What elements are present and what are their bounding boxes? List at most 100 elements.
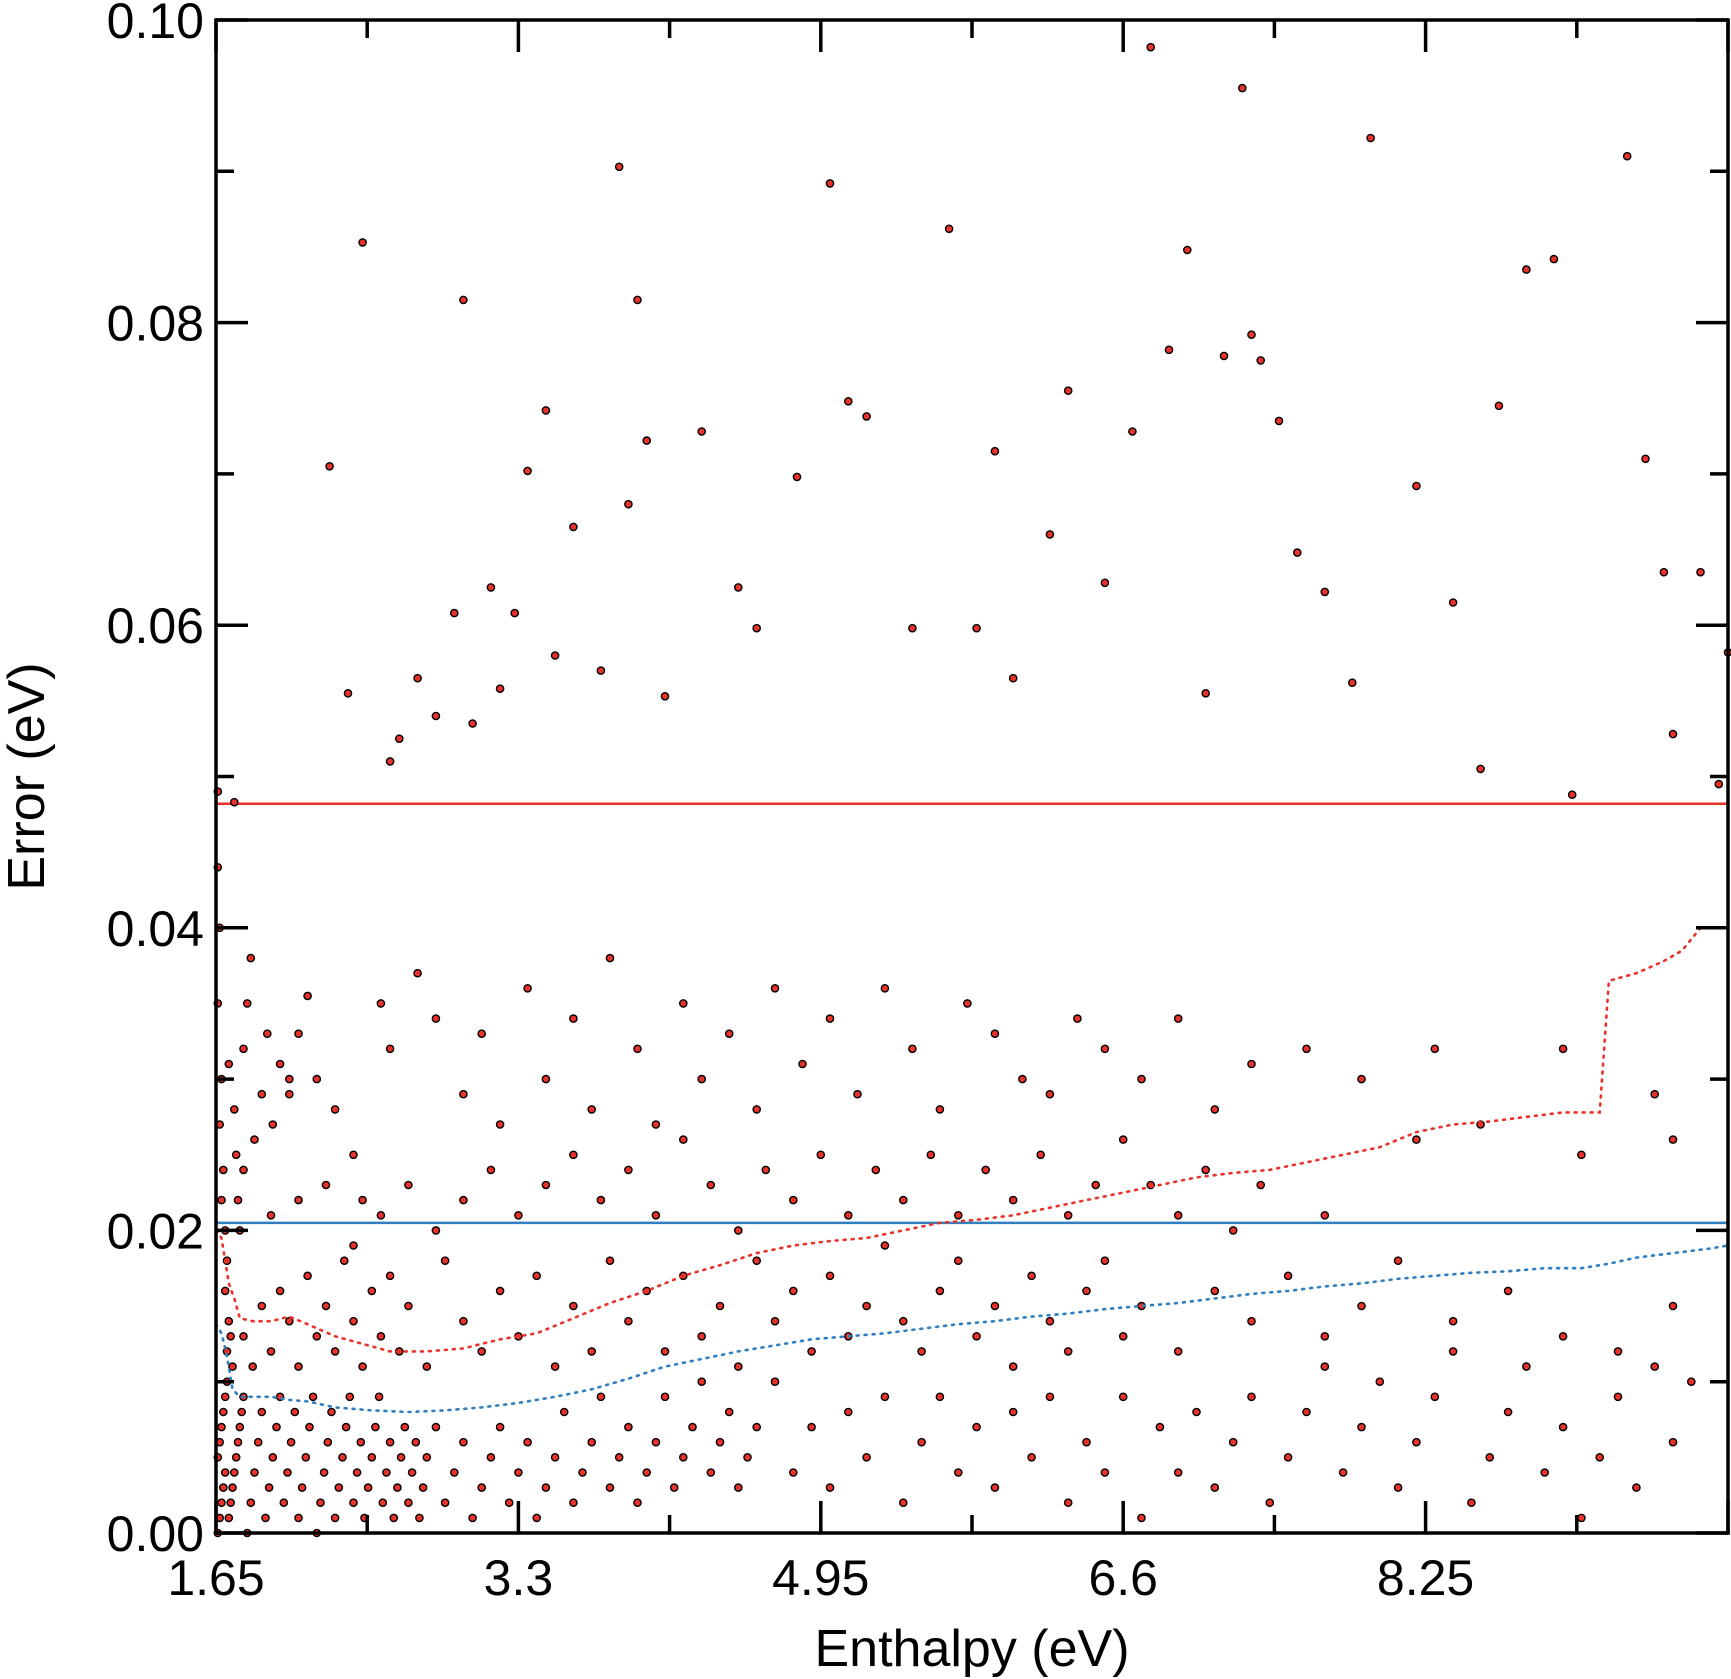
scatter-point — [338, 1453, 347, 1462]
scatter-point — [393, 1483, 402, 1492]
scatter-point — [1641, 454, 1650, 464]
scatter-point — [605, 1256, 615, 1265]
scatter-point — [541, 406, 551, 415]
scatter-point — [239, 1165, 248, 1175]
dotted-curves — [214, 802, 1730, 1414]
scatter-point — [1008, 1362, 1018, 1371]
x-tick-label: 8.25 — [1377, 1550, 1474, 1606]
scatter-point — [431, 1422, 441, 1432]
scatter-point — [1210, 1483, 1220, 1492]
scatter-point — [569, 1014, 578, 1023]
x-tick-label: 6.6 — [1088, 1550, 1158, 1606]
scatter-point — [1265, 1498, 1275, 1507]
scatter-point — [233, 1437, 243, 1447]
scatter-point — [330, 1347, 340, 1356]
scatter-point — [715, 1437, 725, 1447]
scatter-point — [1173, 1014, 1183, 1023]
scatter-point — [807, 1347, 816, 1356]
scatter-point — [954, 1468, 963, 1477]
scatter-point — [394, 734, 404, 744]
scatter-point — [1128, 427, 1137, 436]
scatter-point — [327, 1407, 336, 1417]
scatter-point — [724, 1029, 734, 1038]
scatter-point — [614, 1453, 624, 1462]
scatter-point — [1228, 1437, 1238, 1447]
scatter-point — [1045, 1089, 1055, 1099]
scatter-point — [660, 1392, 670, 1402]
scatter-point — [343, 689, 353, 698]
scatter-point — [297, 1483, 307, 1492]
scatter-point — [651, 1211, 661, 1220]
scatter-point — [587, 1347, 597, 1356]
scatter-point — [376, 1211, 386, 1220]
scatter-point — [404, 1498, 413, 1507]
scatter-point — [642, 436, 652, 445]
scatter-point — [246, 1498, 256, 1507]
scatter-point — [752, 1256, 762, 1265]
scatter-point — [415, 1513, 424, 1523]
scatter-point — [1558, 1332, 1568, 1341]
scatter-point — [697, 1332, 707, 1341]
scatter-point — [367, 1286, 377, 1296]
scatter-point — [1008, 1407, 1018, 1417]
scatter-point — [972, 1422, 981, 1432]
scatter-point — [752, 1422, 762, 1432]
scatter-point — [660, 1347, 670, 1356]
y-tick-label: 0.04 — [107, 901, 204, 957]
axes-frame — [214, 18, 1730, 1535]
tick-labels: 1.65 3.3 4.95 6.6 8.25 0.00 0.02 0.04 0.06 0.08 0.… — [107, 0, 1475, 1606]
x-tick-label: 4.95 — [772, 1550, 869, 1606]
scatter-point — [218, 1407, 228, 1417]
scatter-point — [596, 1392, 606, 1402]
scatter-point — [1567, 790, 1577, 800]
scatter-point — [844, 1407, 853, 1417]
scatter-point — [899, 1316, 908, 1326]
scatter-point — [1357, 1422, 1366, 1432]
scatter-point — [1668, 729, 1678, 739]
scatter-point — [1320, 1332, 1330, 1341]
scatter-point — [789, 1468, 798, 1477]
scatter-point — [468, 1513, 477, 1523]
scatter-point — [1320, 1211, 1330, 1220]
scatter-point — [1558, 1044, 1568, 1054]
scatter-point — [440, 1498, 450, 1507]
scatter-point — [917, 1347, 926, 1356]
scatter-point — [1668, 1135, 1678, 1144]
scatter-point — [504, 1498, 514, 1507]
scatter-point — [250, 1135, 259, 1144]
scatter-point — [1302, 1044, 1311, 1054]
scatter-point — [541, 1074, 551, 1084]
scatter-point — [220, 1392, 230, 1402]
scatter-point — [1613, 1347, 1623, 1356]
scatter-point — [431, 1226, 441, 1235]
scatter-point — [226, 1498, 235, 1507]
scatter-point — [614, 162, 624, 172]
scatter-point — [1210, 1286, 1220, 1296]
scatter-point — [422, 1362, 432, 1371]
scatter-point — [1164, 345, 1174, 355]
scatter-point — [220, 1468, 230, 1477]
scatter-point — [459, 1437, 468, 1447]
plot-frame — [214, 18, 1730, 1535]
scatter-point — [917, 1437, 926, 1447]
scatter-point — [1247, 1059, 1256, 1069]
scatter-point — [301, 1453, 311, 1462]
scatter-point — [624, 1316, 633, 1326]
scatter-point — [349, 1498, 358, 1507]
x-tick-label: 3.3 — [484, 1550, 554, 1606]
scatter-point — [1283, 1271, 1293, 1281]
scatter-point — [844, 1211, 853, 1220]
scatter-point — [550, 1453, 560, 1462]
scatter-point — [294, 1513, 303, 1523]
scatter-point — [1027, 1271, 1036, 1281]
scatter-point — [284, 1074, 294, 1084]
scatter-point — [1036, 1150, 1045, 1160]
scatter-point — [477, 1483, 487, 1492]
scatter-point — [290, 1407, 300, 1417]
y-axis-title: Error (eV) — [0, 662, 56, 890]
scatter-point — [1063, 386, 1073, 396]
scatter-point — [1155, 1422, 1165, 1432]
scatter-point — [697, 1074, 707, 1084]
scatter-point — [407, 1468, 417, 1477]
